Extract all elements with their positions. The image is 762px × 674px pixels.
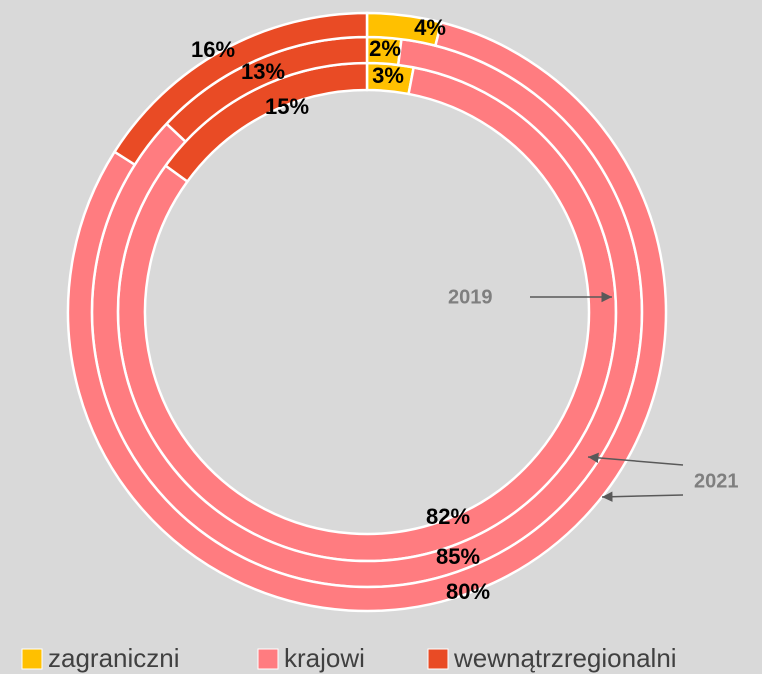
legend-label: krajowi — [284, 643, 365, 673]
legend: zagraniczni krajowi wewnątrzregionalni — [21, 643, 677, 673]
annotation: 2021 — [694, 470, 739, 492]
legend-swatch — [427, 648, 449, 670]
value-label: 15% — [265, 94, 309, 119]
legend-swatch — [21, 648, 43, 670]
donut-segment — [112, 11, 369, 167]
annotation: 2019 — [448, 286, 493, 308]
value-label: 85% — [436, 544, 480, 569]
value-label: 4% — [414, 15, 446, 40]
value-label: 80% — [446, 579, 490, 604]
value-label: 82% — [426, 504, 470, 529]
legend-swatch — [257, 648, 279, 670]
value-label: 16% — [191, 37, 235, 62]
value-label: 3% — [372, 63, 404, 88]
value-label: 2% — [369, 36, 401, 61]
legend-label: wewnątrzregionalni — [453, 643, 677, 673]
donut-segment — [66, 20, 668, 613]
arrow — [587, 452, 684, 466]
value-label: 13% — [241, 59, 285, 84]
rings: 3% 82% 15% 2% 85% 13% 4% 80% 16% — [66, 11, 668, 613]
arrow — [601, 491, 684, 502]
legend-label: zagraniczni — [48, 643, 180, 673]
